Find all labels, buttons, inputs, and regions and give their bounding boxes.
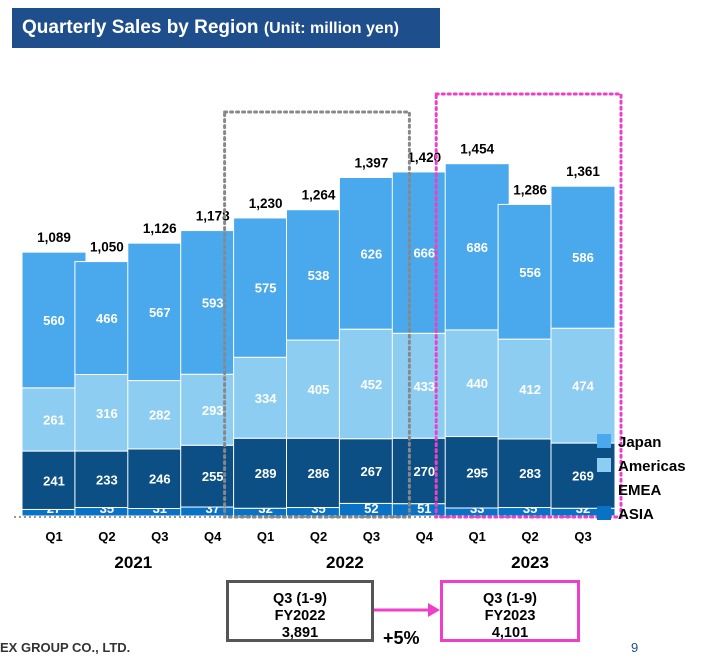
total-label-0: 1,089 [37,230,71,245]
chart-title: Quarterly Sales by Region (Unit: million… [12,8,440,48]
comparison-arrow-head [428,603,440,617]
data-label-americas-5: 405 [308,382,330,397]
data-label-americas-9: 412 [519,382,541,397]
data-label-japan-10: 586 [572,250,594,265]
total-label-2: 1,126 [143,221,177,236]
data-label-japan-9: 556 [519,265,541,280]
bar-segment-japan-10 [550,185,616,329]
data-label-emea-0: 241 [43,473,65,488]
legend-label-asia: ASIA [618,506,654,523]
data-label-emea-4: 289 [255,466,277,481]
data-label-japan-4: 575 [255,281,277,296]
comparison-2022-value: 3,891 [281,625,319,641]
comparison-2022-period: Q3 (1-9) [273,591,327,607]
comparison-box-fy2022: Q3 (1-9) FY2022 3,891 [226,580,374,642]
year-label-2021: 2021 [114,553,152,572]
total-label-4: 1,230 [249,196,283,211]
bar-segment-emea-10 [550,442,616,509]
data-label-japan-3: 593 [202,295,224,310]
total-label-10: 1,361 [566,164,600,179]
data-label-americas-7: 433 [413,379,435,394]
x-tick-label-0: Q1 [45,529,62,544]
data-label-emea-2: 246 [149,472,171,487]
data-label-americas-8: 440 [466,376,488,391]
legend-label-americas: Americas [618,458,686,475]
comparison-2023-year: FY2023 [484,608,536,624]
x-tick-label-5: Q2 [310,529,327,544]
total-label-9: 1,286 [513,182,547,197]
x-tick-label-1: Q2 [98,529,115,544]
total-label-3: 1,178 [196,209,230,224]
data-label-americas-2: 282 [149,408,171,423]
comparison-2023-period: Q3 (1-9) [483,591,537,607]
x-tick-label-3: Q4 [204,529,222,544]
total-label-7: 1,420 [407,150,441,165]
data-label-emea-5: 286 [308,466,330,481]
year-label-2022: 2022 [326,553,364,572]
total-label-6: 1,397 [355,156,389,171]
x-tick-label-8: Q1 [469,529,486,544]
data-label-americas-6: 452 [361,377,383,392]
data-label-japan-0: 560 [43,313,65,328]
total-label-5: 1,264 [302,188,336,203]
data-label-emea-1: 233 [96,472,118,487]
legend-swatch-emea [597,482,611,496]
comparison-box-fy2023: Q3 (1-9) FY2023 4,101 [440,580,580,642]
x-tick-label-6: Q3 [363,529,380,544]
x-tick-label-4: Q1 [257,529,274,544]
chart-title-main: Quarterly Sales by Region [22,17,259,38]
data-label-emea-6: 267 [361,464,383,479]
data-label-americas-1: 316 [96,406,118,421]
legend-swatch-americas [597,458,611,472]
total-label-8: 1,454 [460,142,494,157]
data-label-japan-2: 567 [149,305,171,320]
bar-segment-americas-10 [550,327,616,444]
data-label-emea-10: 269 [572,469,594,484]
data-label-emea-7: 270 [413,464,435,479]
growth-rate: +5% [383,628,420,648]
data-label-japan-8: 686 [466,240,488,255]
highlight-box-gray [223,110,411,519]
highlight-box-magenta [434,92,623,519]
x-tick-label-2: Q3 [151,529,168,544]
data-label-japan-6: 626 [361,246,383,261]
data-label-emea-9: 283 [519,466,541,481]
footer-company: EX GROUP CO., LTD. [0,640,131,655]
data-label-americas-0: 261 [43,412,65,427]
data-label-asia-7: 51 [417,501,431,516]
x-tick-label-10: Q3 [574,529,591,544]
data-label-japan-5: 538 [308,268,330,283]
data-label-americas-4: 334 [255,391,277,406]
comparison-2022-year: FY2022 [274,608,326,624]
legend-label-emea: EMEA [618,482,662,499]
chart-title-unit: (Unit: million yen) [263,20,399,37]
x-tick-label-7: Q4 [416,529,434,544]
legend-swatch-asia [597,506,611,520]
data-label-emea-3: 255 [202,469,224,484]
total-label-1: 1,050 [90,240,124,255]
data-label-emea-8: 295 [466,465,488,480]
data-label-japan-7: 666 [413,246,435,261]
year-label-2023: 2023 [511,553,549,572]
page-number: 9 [631,640,639,655]
data-label-japan-1: 466 [96,311,118,326]
legend-label-japan: Japan [618,434,661,451]
data-label-americas-10: 474 [572,379,594,394]
data-label-americas-3: 293 [202,403,224,418]
x-tick-label-9: Q2 [521,529,538,544]
legend-swatch-japan [597,434,611,448]
data-label-asia-6: 52 [364,501,378,516]
comparison-2023-value: 4,101 [491,625,529,641]
